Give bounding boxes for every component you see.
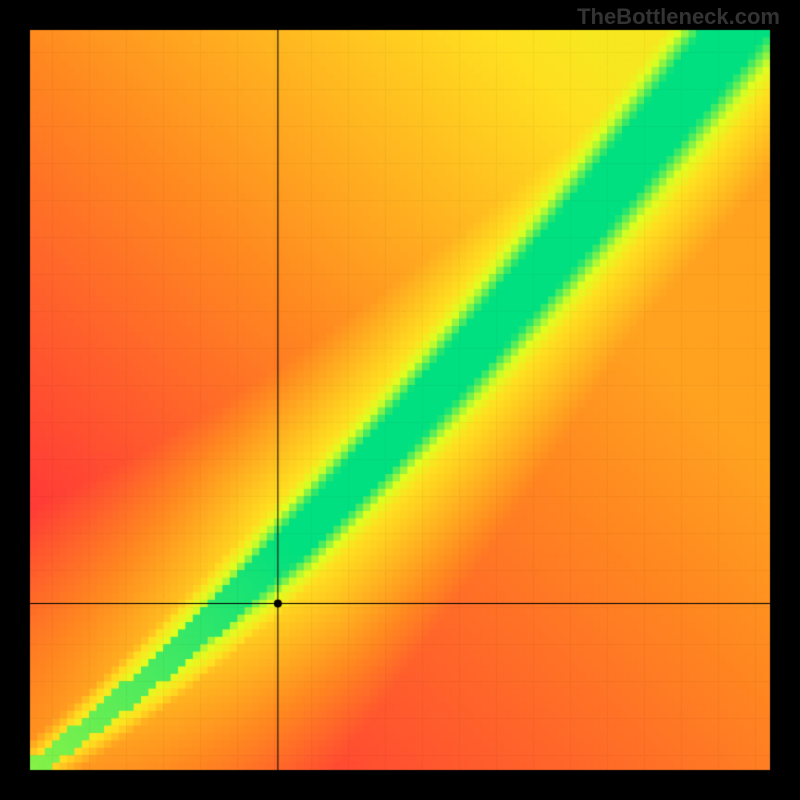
chart-container: TheBottleneck.com xyxy=(0,0,800,800)
watermark-text: TheBottleneck.com xyxy=(577,4,780,30)
heatmap-canvas xyxy=(0,0,800,800)
